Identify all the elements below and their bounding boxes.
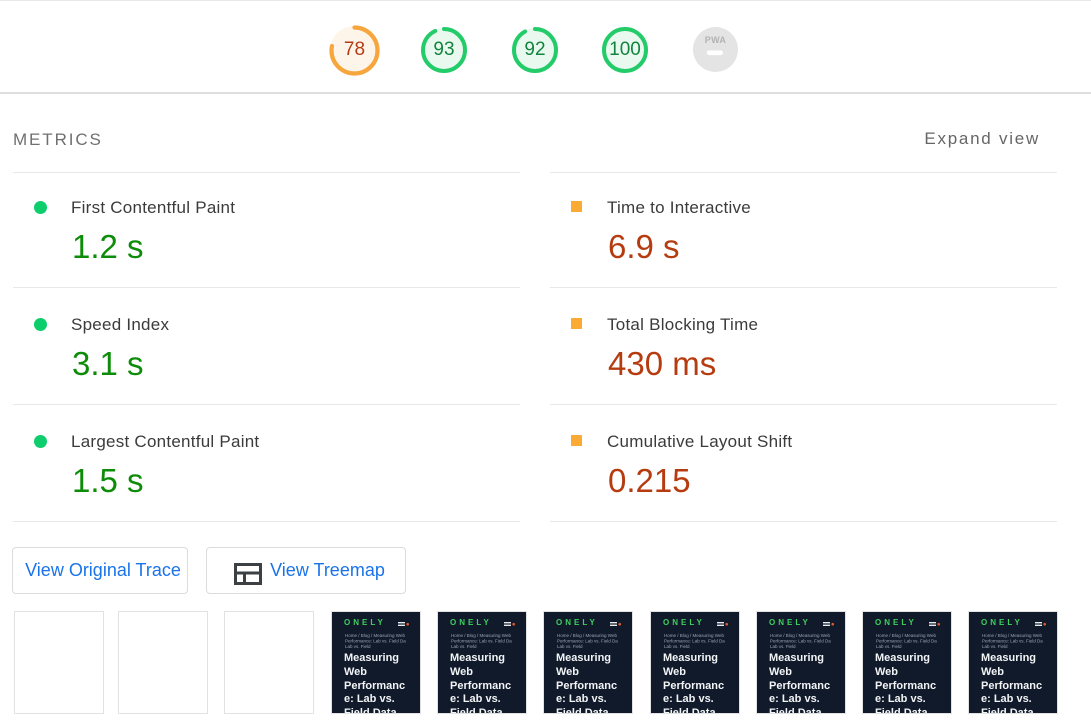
svg-text:PWA: PWA (705, 35, 727, 45)
